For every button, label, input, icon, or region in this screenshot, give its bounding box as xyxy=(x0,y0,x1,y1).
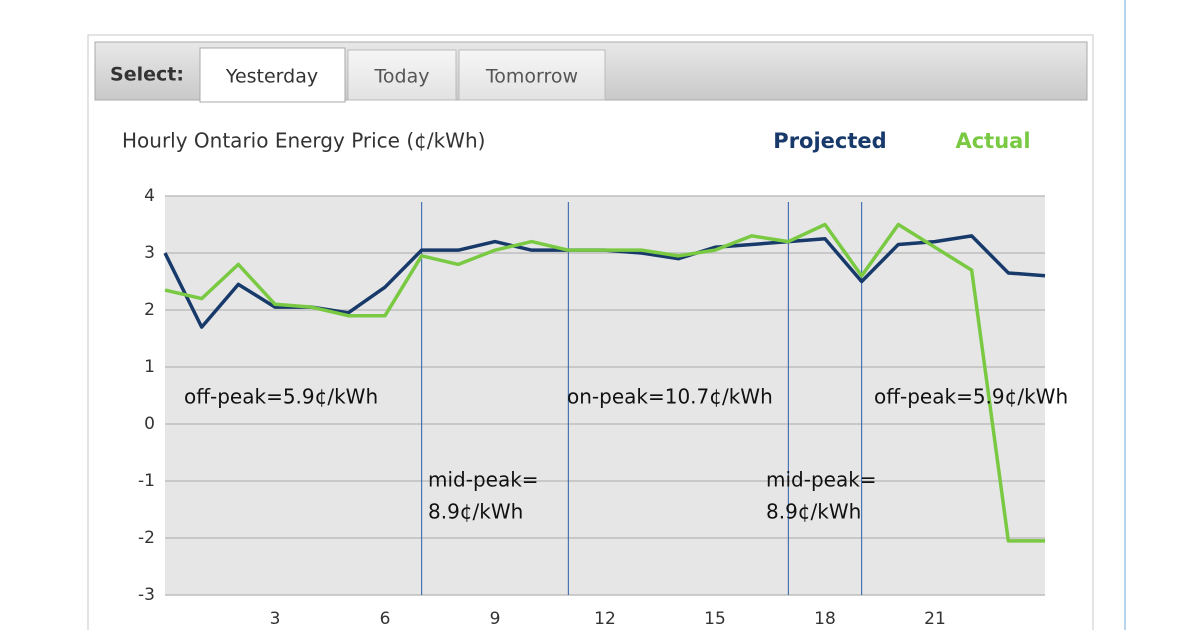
y-tick-label: -2 xyxy=(138,528,155,548)
annotation: mid-peak= xyxy=(428,468,539,492)
tab-label[interactable]: Yesterday xyxy=(225,66,318,88)
x-tick-label: 15 xyxy=(704,609,726,629)
select-label: Select: xyxy=(110,64,184,86)
y-tick-label: 2 xyxy=(144,300,155,320)
tab-label[interactable]: Today xyxy=(374,66,430,88)
annotation: mid-peak= xyxy=(766,468,877,492)
annotation: off-peak=5.9¢/kWh xyxy=(184,385,378,409)
x-tick-label: 18 xyxy=(814,609,836,629)
tab[interactable] xyxy=(347,49,457,101)
y-tick-label: 4 xyxy=(144,186,155,206)
annotation: 8.9¢/kWh xyxy=(766,500,861,524)
annotation: on-peak=10.7¢/kWh xyxy=(567,385,773,409)
legend-entry: Actual xyxy=(955,129,1030,153)
tab-label[interactable]: Tomorrow xyxy=(485,66,578,88)
y-tick-label: -3 xyxy=(138,585,155,605)
y-tick-label: 1 xyxy=(144,357,155,377)
legend-entry: Projected xyxy=(773,129,886,153)
x-tick-label: 12 xyxy=(594,609,616,629)
y-tick-label: -1 xyxy=(138,471,155,491)
series-line xyxy=(164,222,1045,543)
y-tick-label: 3 xyxy=(144,243,155,263)
annotation: 8.9¢/kWh xyxy=(428,500,523,524)
x-tick-label: 3 xyxy=(270,609,281,629)
plot-area xyxy=(165,196,1045,595)
chart-title: Hourly Ontario Energy Price (¢/kWh) xyxy=(122,129,485,153)
annotation: off-peak=5.9¢/kWh xyxy=(874,385,1068,409)
x-tick-label: 21 xyxy=(924,609,946,629)
tab[interactable] xyxy=(199,47,346,103)
tab[interactable] xyxy=(458,49,606,101)
y-tick-label: 0 xyxy=(144,414,155,434)
x-tick-label: 6 xyxy=(380,609,391,629)
x-tick-label: 9 xyxy=(490,609,501,629)
